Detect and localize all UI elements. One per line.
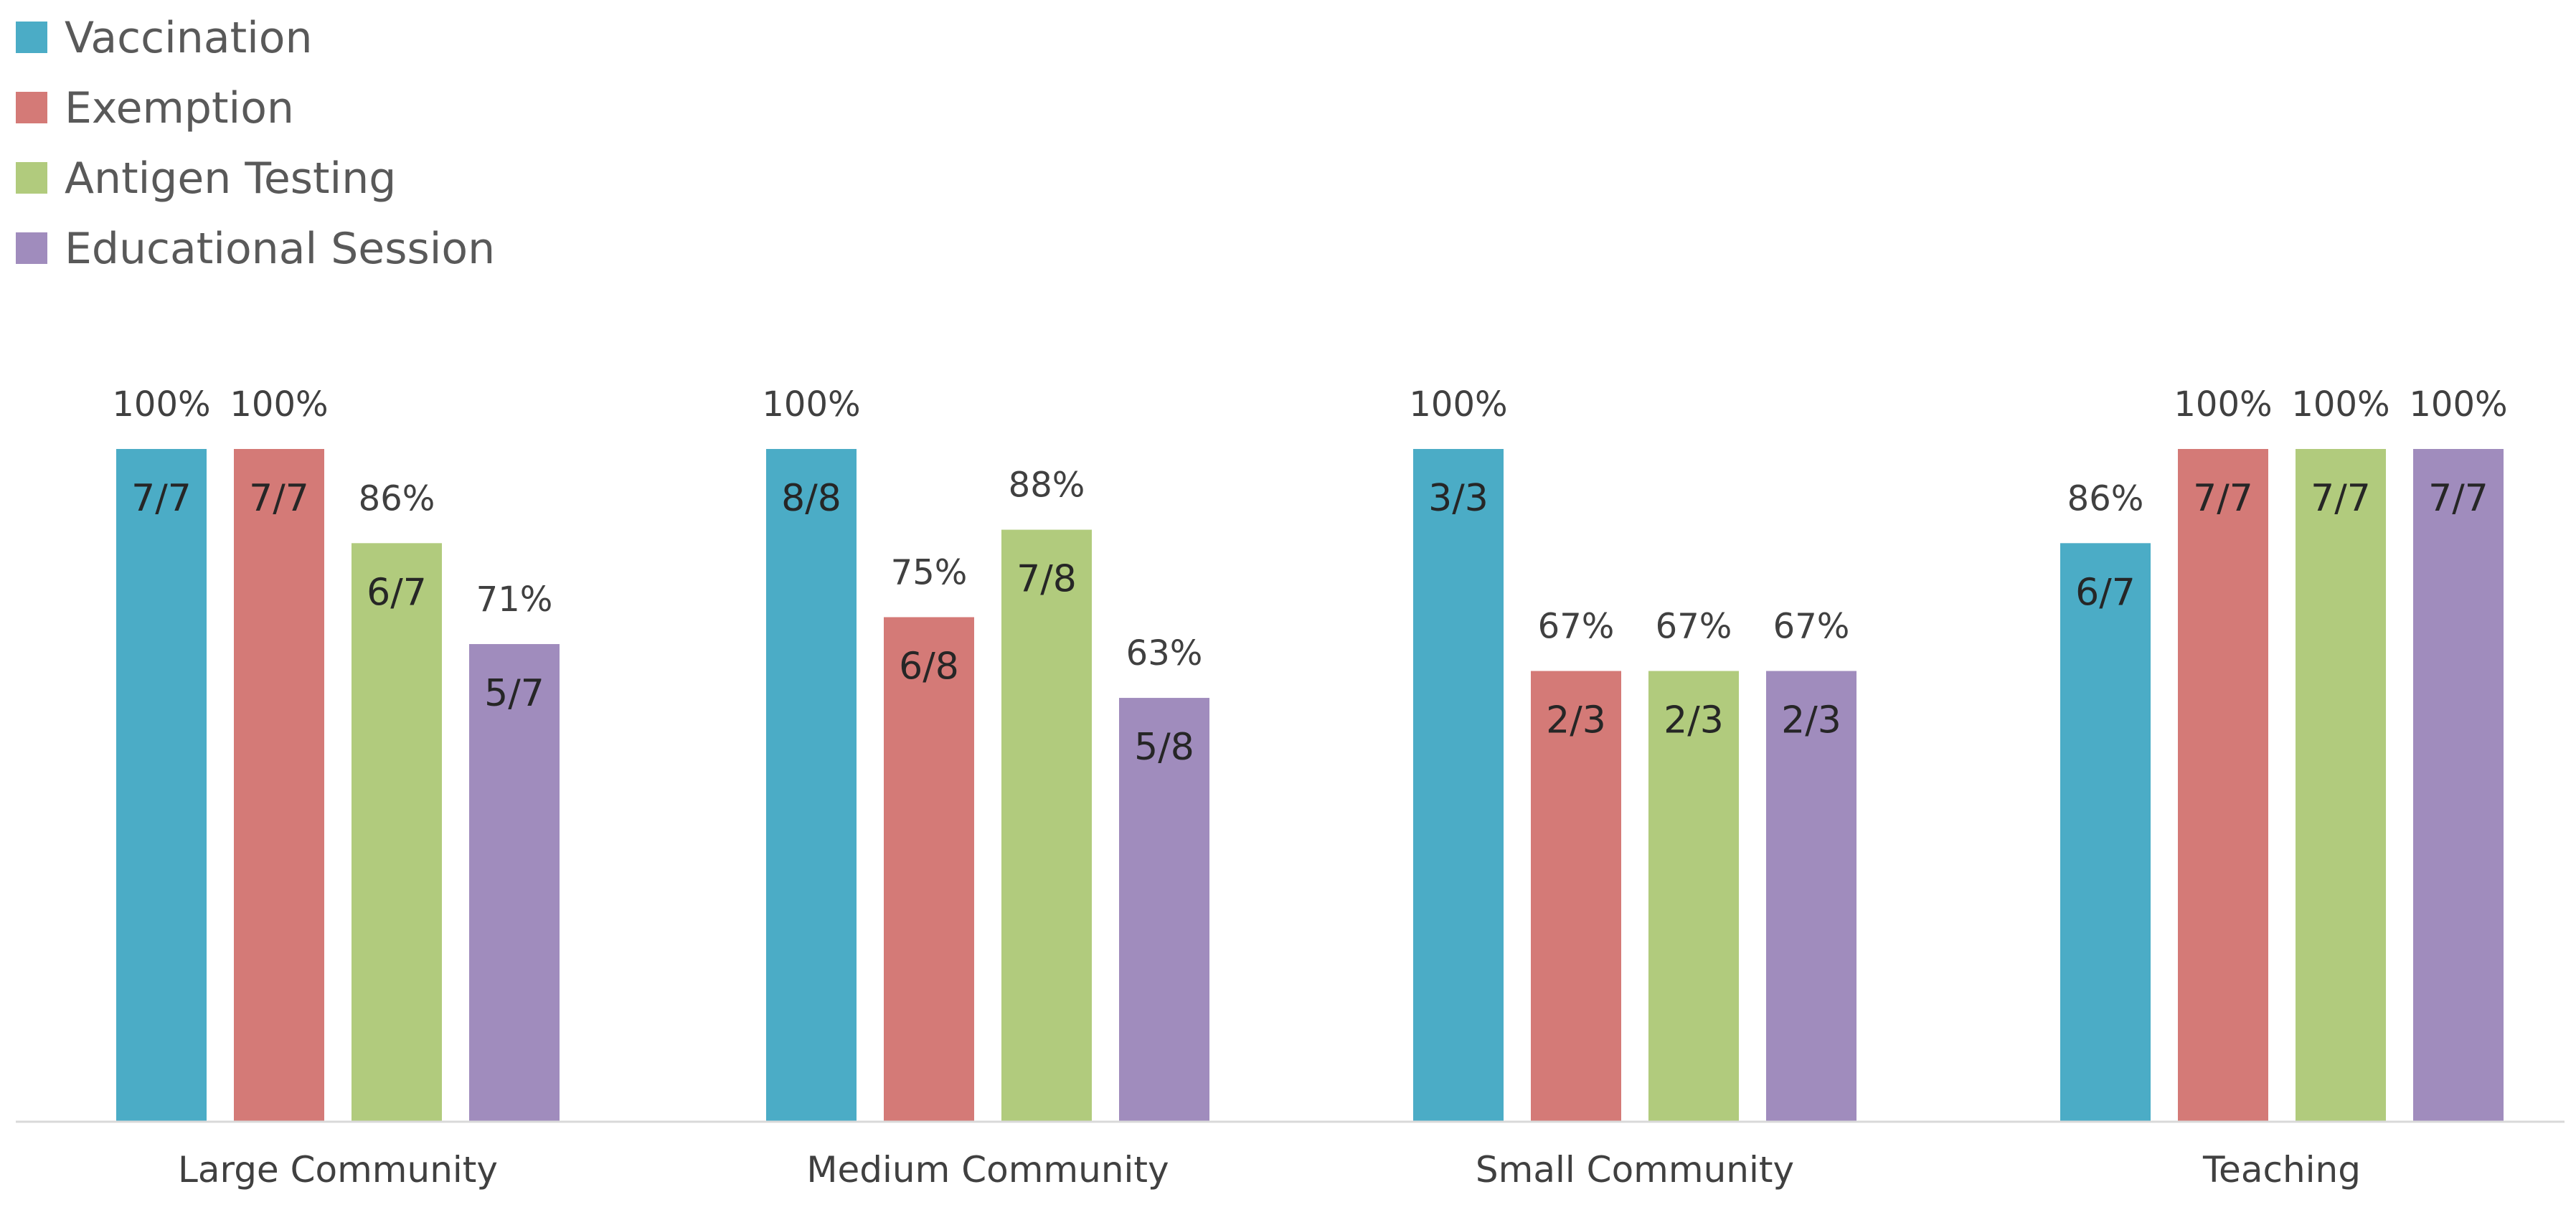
bar-small-community-educational-session: [1766, 671, 1856, 1122]
pct-label-medium-community-exemption: 75%: [891, 553, 968, 593]
count-label-large-community-educational-session: 5/7: [484, 672, 544, 715]
bar-medium-community-educational-session: [1119, 698, 1209, 1122]
count-label-large-community-antigen-testing: 6/7: [367, 571, 427, 614]
bar-teaching-vaccination: [2060, 543, 2151, 1122]
legend-label-exemption: Exemption: [65, 83, 294, 133]
count-label-teaching-vaccination: 6/7: [2075, 571, 2136, 614]
pct-label-large-community-educational-session: 71%: [476, 580, 553, 620]
count-label-medium-community-vaccination: 8/8: [781, 477, 841, 520]
count-label-large-community-vaccination: 7/7: [131, 477, 192, 520]
bar-large-community-exemption: [234, 449, 324, 1122]
count-label-teaching-exemption: 7/7: [2193, 477, 2253, 520]
pct-label-teaching-antigen-testing: 100%: [2291, 384, 2389, 425]
pct-label-small-community-antigen-testing: 67%: [1656, 607, 1732, 647]
count-label-medium-community-educational-session: 5/8: [1134, 726, 1194, 769]
x-tick-label-medium-community: Medium Community: [806, 1149, 1169, 1191]
legend: Vaccination Exemption Antigen Testing Educa…: [16, 13, 495, 274]
count-label-small-community-antigen-testing: 2/3: [1664, 699, 1724, 742]
count-label-small-community-exemption: 2/3: [1546, 699, 1606, 742]
legend-swatch-exemption: [16, 92, 47, 123]
count-label-small-community-vaccination: 3/3: [1428, 477, 1488, 520]
bar-large-community-educational-session: [469, 644, 560, 1122]
bar-teaching-antigen-testing: [2296, 449, 2386, 1122]
count-label-small-community-educational-session: 2/3: [1781, 699, 1841, 742]
count-label-teaching-educational-session: 7/7: [2428, 477, 2488, 520]
x-tick-label-large-community: Large Community: [178, 1149, 498, 1191]
pct-label-large-community-antigen-testing: 86%: [359, 478, 435, 519]
pct-label-teaching-vaccination: 86%: [2067, 478, 2144, 519]
bar-small-community-antigen-testing: [1648, 671, 1739, 1122]
pct-label-teaching-educational-session: 100%: [2409, 384, 2507, 425]
bar-medium-community-antigen-testing: [1001, 529, 1092, 1122]
legend-label-antigen-testing: Antigen Testing: [65, 153, 396, 204]
bar-large-community-vaccination: [116, 449, 207, 1122]
pct-label-large-community-vaccination: 100%: [112, 384, 210, 425]
legend-label-vaccination: Vaccination: [65, 13, 313, 63]
pct-label-medium-community-educational-session: 63%: [1126, 633, 1203, 673]
pct-label-medium-community-vaccination: 100%: [762, 384, 860, 425]
pct-label-medium-community-antigen-testing: 88%: [1009, 465, 1085, 506]
bar-teaching-educational-session: [2413, 449, 2504, 1122]
count-label-large-community-exemption: 7/7: [249, 477, 309, 520]
x-tick-label-small-community: Small Community: [1476, 1149, 1794, 1191]
pct-label-large-community-exemption: 100%: [230, 384, 328, 425]
x-tick-label-teaching: Teaching: [2202, 1149, 2361, 1191]
pct-label-small-community-vaccination: 100%: [1409, 384, 1507, 425]
bar-teaching-exemption: [2178, 449, 2268, 1122]
legend-swatch-antigen-testing: [16, 162, 47, 194]
bar-large-community-antigen-testing: [352, 543, 442, 1122]
pct-label-small-community-exemption: 67%: [1538, 607, 1615, 647]
bars: 100% 7/7 100% 7/7 86% 6/7 71% 5/7 100% 8/8 75% 6/8 8…: [112, 384, 2508, 1122]
bar-medium-community-exemption: [884, 617, 974, 1122]
bar-medium-community-vaccination: [766, 449, 857, 1122]
count-label-teaching-antigen-testing: 7/7: [2311, 477, 2371, 520]
count-label-medium-community-antigen-testing: 7/8: [1016, 558, 1077, 601]
bar-small-community-exemption: [1531, 671, 1621, 1122]
pct-label-teaching-exemption: 100%: [2174, 384, 2272, 425]
legend-swatch-vaccination: [16, 22, 47, 53]
pct-label-small-community-educational-session: 67%: [1773, 607, 1850, 647]
count-label-medium-community-exemption: 6/8: [899, 645, 959, 689]
bar-small-community-vaccination: [1413, 449, 1504, 1122]
x-tick-labels: Large Community Medium Community Small Com…: [178, 1149, 2361, 1191]
legend-label-educational-session: Educational Session: [65, 224, 495, 274]
legend-swatch-educational-session: [16, 232, 47, 264]
